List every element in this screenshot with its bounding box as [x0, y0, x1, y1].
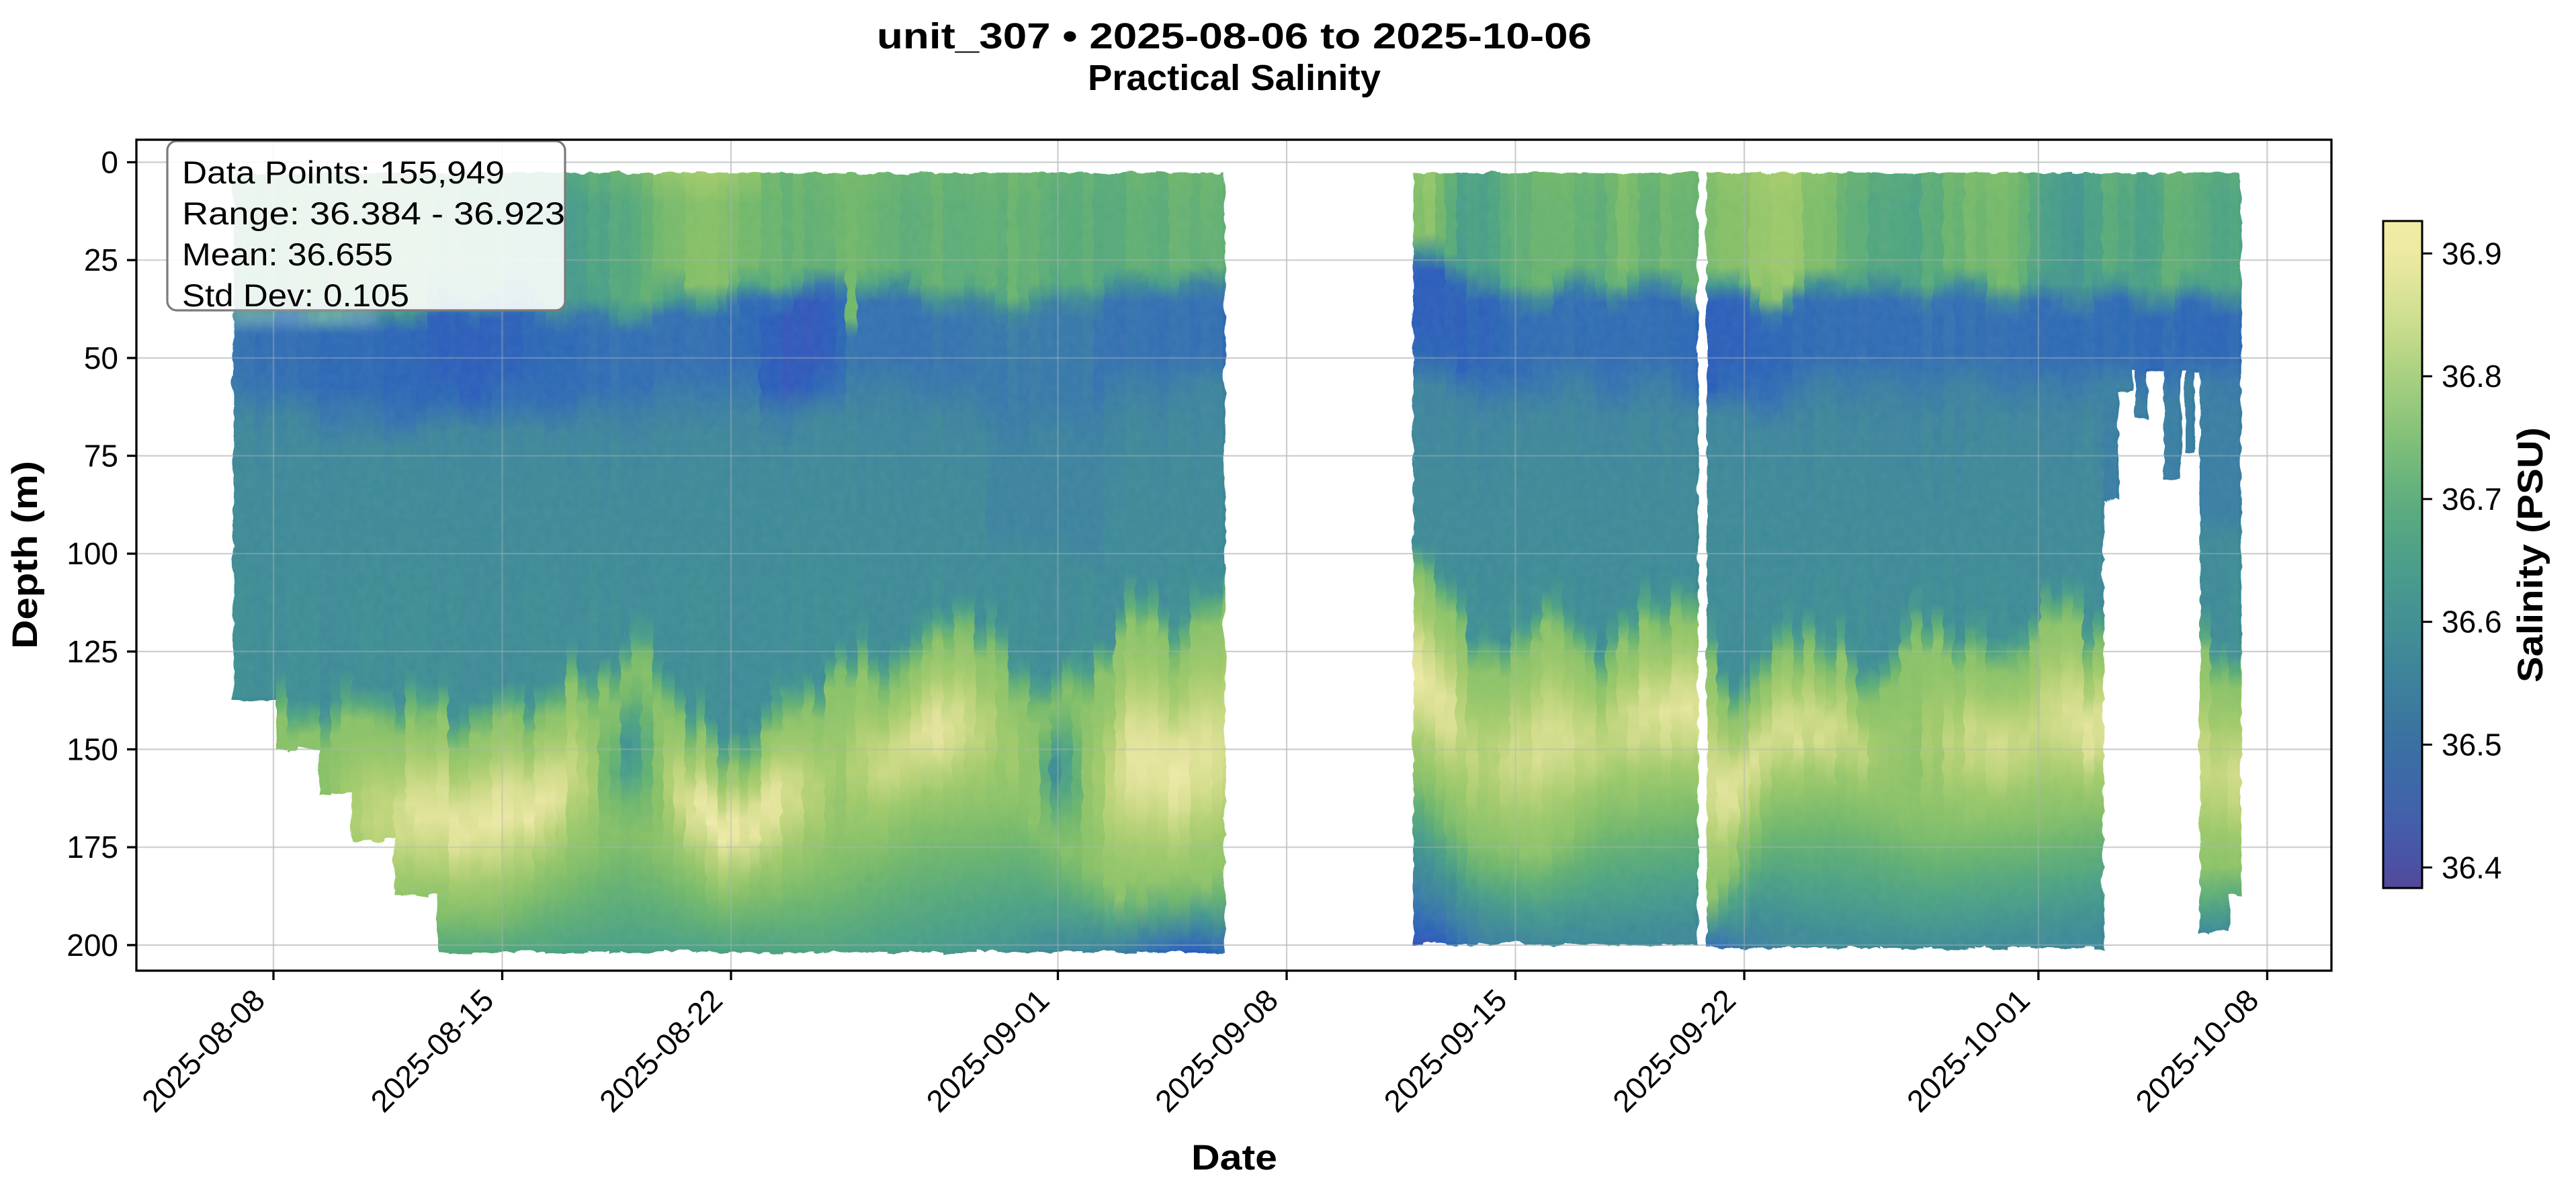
- svg-text:Mean: 36.655: Mean: 36.655: [182, 236, 393, 272]
- svg-text:125: 125: [67, 634, 118, 669]
- svg-text:Practical Salinity: Practical Salinity: [1088, 58, 1381, 98]
- svg-text:Range: 36.384 - 36.923: Range: 36.384 - 36.923: [182, 195, 565, 231]
- svg-text:150: 150: [67, 732, 118, 767]
- svg-text:36.4: 36.4: [2442, 850, 2502, 885]
- svg-text:175: 175: [67, 830, 118, 865]
- svg-text:36.8: 36.8: [2442, 359, 2502, 394]
- svg-text:Salinity (PSU): Salinity (PSU): [2511, 427, 2550, 682]
- svg-text:Depth (m): Depth (m): [5, 461, 45, 649]
- svg-text:50: 50: [84, 341, 118, 376]
- svg-text:200: 200: [67, 928, 118, 963]
- svg-text:36.9: 36.9: [2442, 236, 2502, 271]
- svg-text:36.6: 36.6: [2442, 605, 2502, 640]
- svg-text:100: 100: [67, 536, 118, 571]
- svg-text:Std Dev: 0.105: Std Dev: 0.105: [182, 277, 409, 313]
- svg-text:75: 75: [84, 439, 118, 474]
- svg-text:36.7: 36.7: [2442, 482, 2502, 517]
- svg-text:36.5: 36.5: [2442, 728, 2502, 762]
- svg-text:25: 25: [84, 243, 118, 277]
- svg-text:unit_307 • 2025-08-06 to 2025-: unit_307 • 2025-08-06 to 2025-10-06: [877, 16, 1592, 56]
- svg-text:0: 0: [101, 145, 118, 180]
- svg-text:Data Points: 155,949: Data Points: 155,949: [182, 155, 505, 190]
- svg-text:Date: Date: [1191, 1138, 1277, 1178]
